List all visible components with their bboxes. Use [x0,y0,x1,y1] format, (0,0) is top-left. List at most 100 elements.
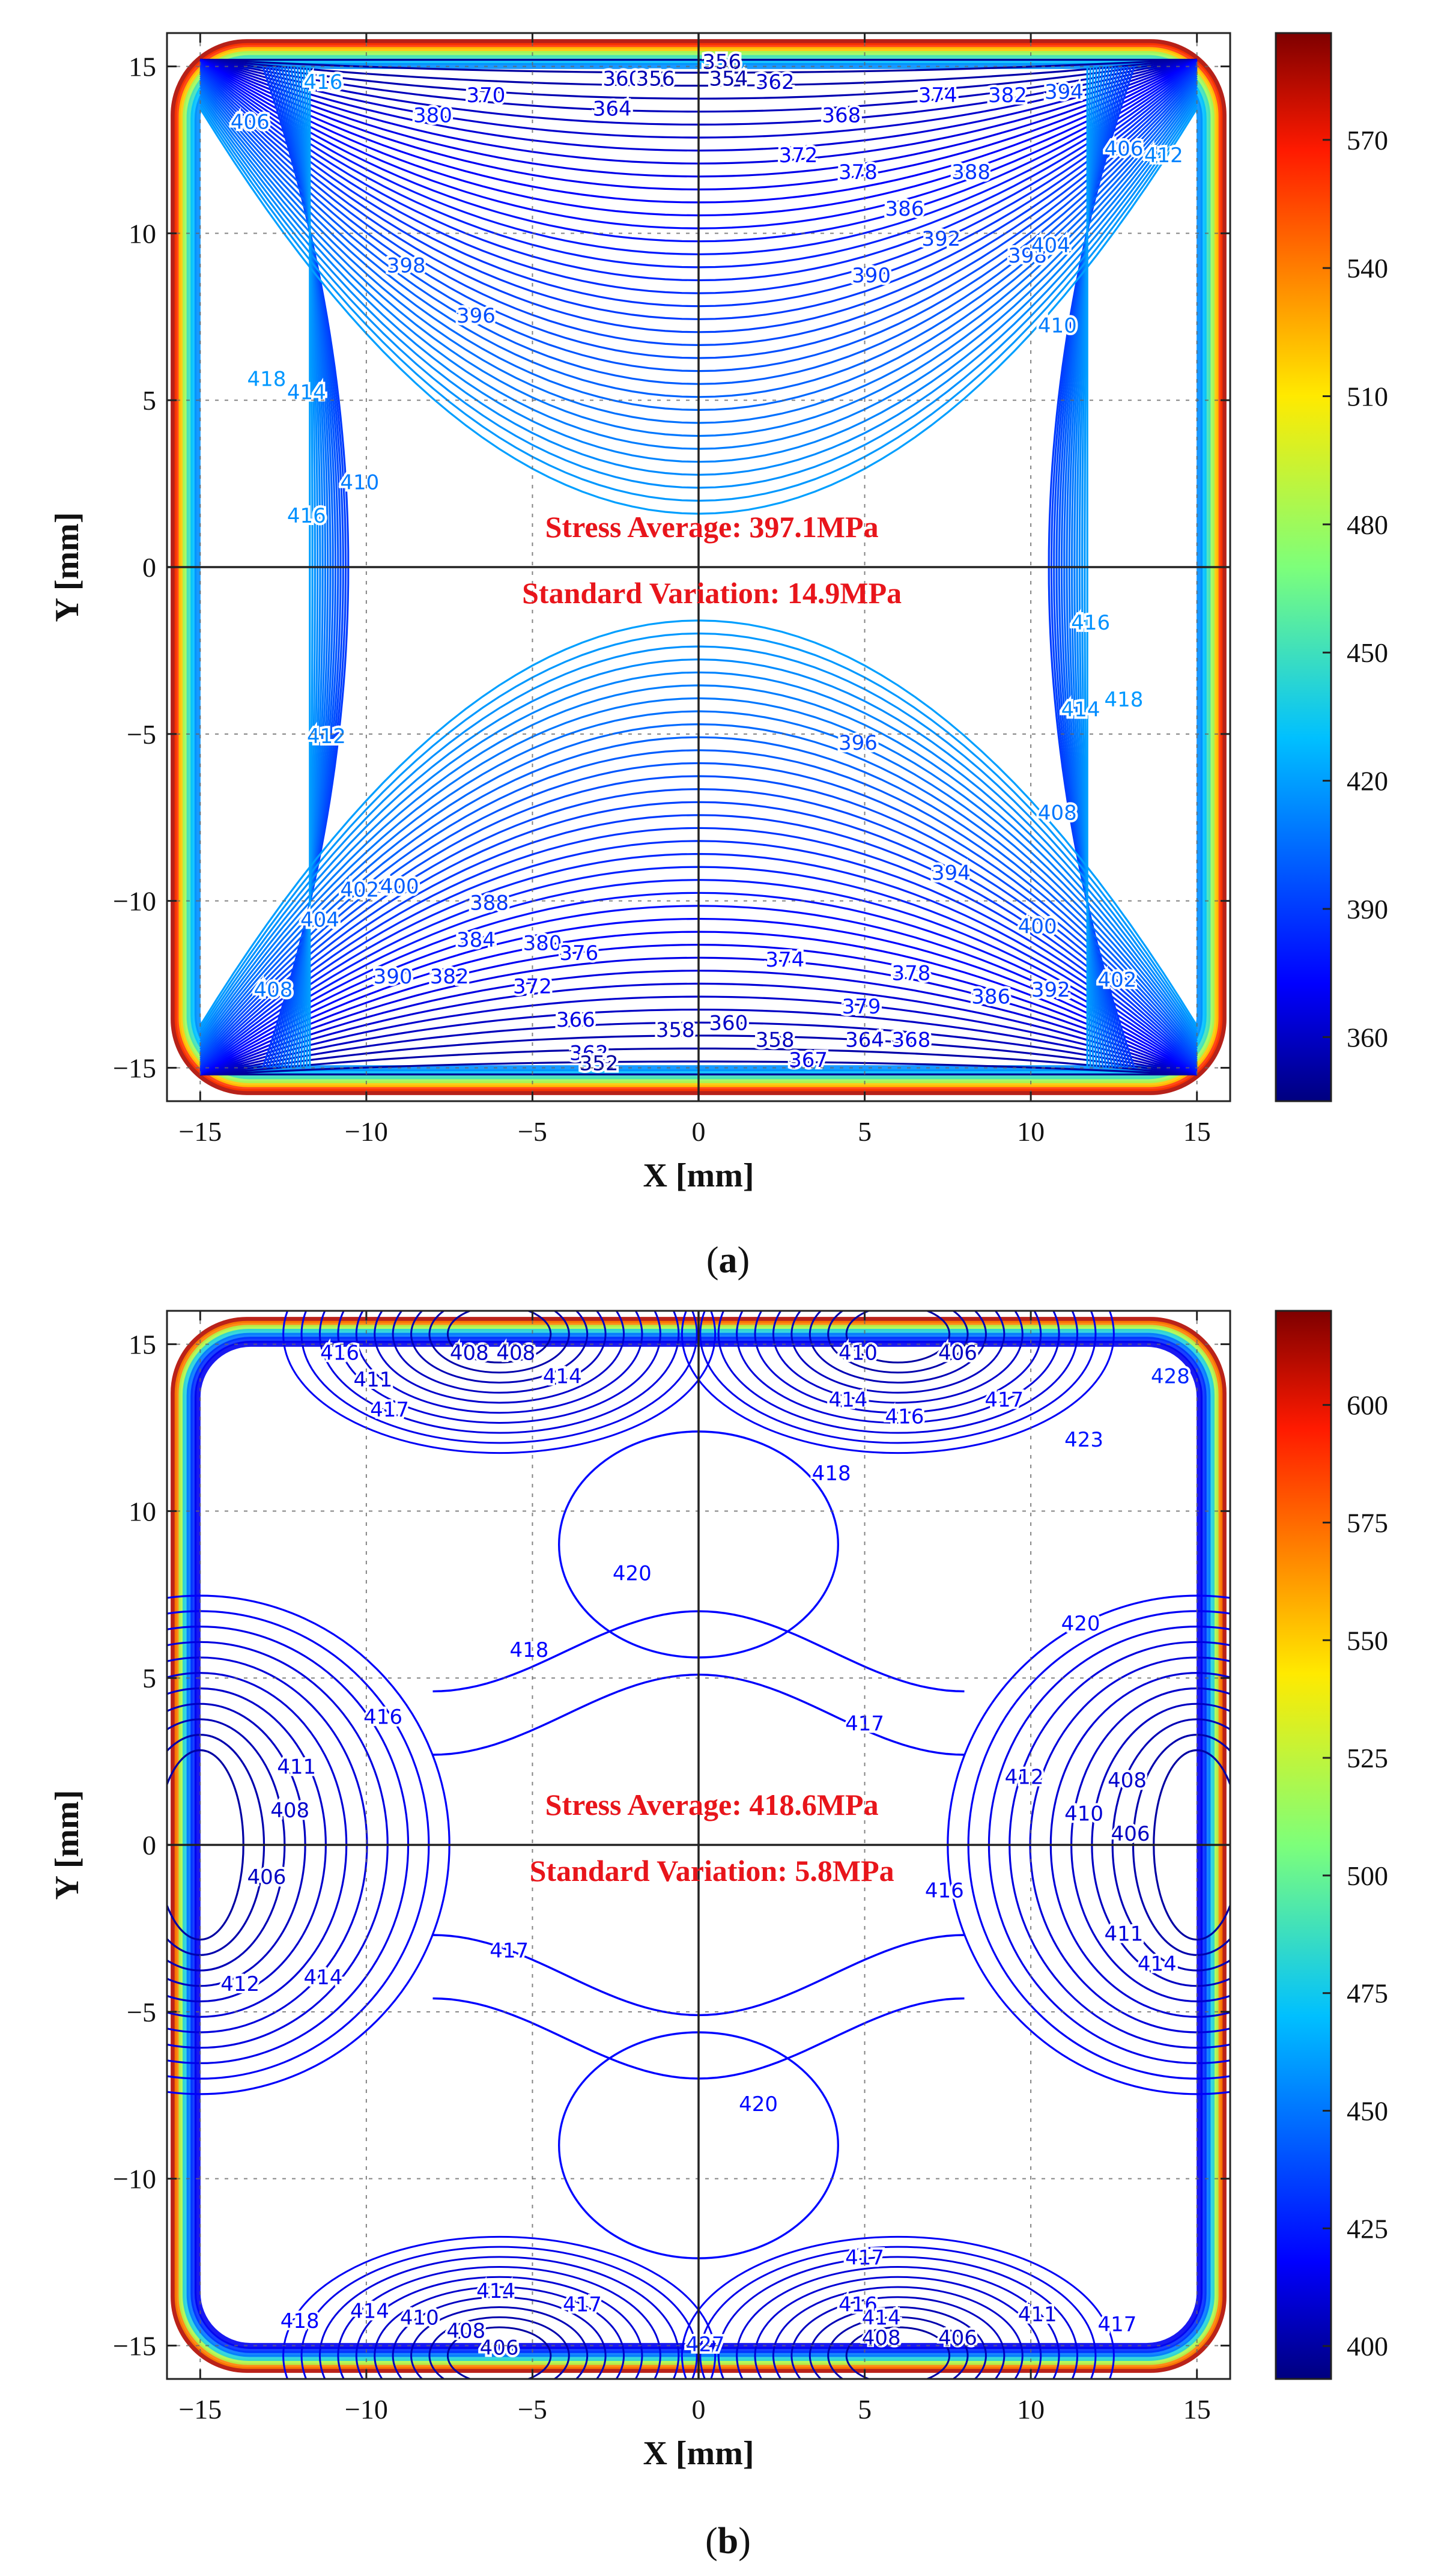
contour-label: 392 [1031,978,1070,1002]
contour-label: 408 [254,978,293,1002]
colorbar-tick-label: 425 [1347,2213,1388,2244]
contour-label: 408 [862,2326,901,2350]
contour-line [772,2286,1024,2379]
contour-label: 358 [656,1018,695,1042]
contour-label: 398 [387,254,426,278]
contour-label: 376 [559,941,598,965]
y-tick-label: 15 [129,1329,156,1360]
contour-label: 390 [374,965,413,989]
contour-label: 356 [636,67,675,91]
contour-label: 368 [822,103,861,127]
contour-label: 418 [509,1638,548,1662]
colorbar-tick-label: 600 [1347,1390,1388,1421]
contour-line [355,1311,643,1414]
contour-label: 406 [938,2326,977,2350]
x-tick-label: −10 [345,1116,388,1147]
contour-label: 420 [739,2092,778,2116]
contour-label: 414 [1138,1952,1177,1976]
y-tick-label: −5 [127,1997,156,2028]
contour-label: 416 [1071,611,1110,635]
contour-label: 420 [613,1561,652,1585]
contour-line [319,2256,680,2379]
contour-line [754,1311,1042,1414]
x-tick-label: 0 [692,1116,706,1147]
contour-line [300,2246,698,2379]
contour-label: 414 [828,1388,867,1412]
y-tick-label: 0 [142,1830,156,1861]
contour-label: 384 [457,928,496,952]
contour-line [446,1311,552,1364]
contour-label: 374 [918,84,957,108]
contour-label: 352 [580,1051,619,1075]
x-axis-label: X [mm] [643,2435,754,2472]
y-tick-label: 5 [142,1663,156,1694]
contour-label: 396 [839,731,878,755]
standard-variation-annotation: Standard Variation: 5.8MPa [530,1854,894,1888]
x-tick-label: 15 [1183,1116,1211,1147]
contour-label: 416 [839,2292,878,2316]
contour-line [428,2316,570,2379]
contour-label: 402 [340,878,379,902]
contour-label: 364 [593,97,632,121]
colorbar: 360 390 420 450 480 510 540 570 [1275,32,1388,1102]
contour-line [790,1311,1006,1394]
x-tick-label: −15 [178,2394,222,2425]
contour-label: 360 [602,67,642,91]
contour-label: 374 [765,948,804,972]
colorbar-gradient [1275,32,1332,1102]
contour-label: 416 [885,1405,924,1429]
contour-label: 417 [1097,2313,1136,2337]
contour-line [681,2235,1115,2379]
contour-label: 406 [938,1341,977,1365]
contour-label: 382 [988,84,1027,108]
contour-line [319,1311,680,1434]
contour-label: 416 [363,1705,402,1729]
contour-label: 408 [1108,1769,1147,1793]
contour-label: 398 [1008,244,1047,268]
colorbar-tick-label: 575 [1347,1507,1388,1538]
contour-line [282,2235,717,2379]
contour-label: 390 [852,264,891,288]
colorbar-tick-label: 450 [1347,2096,1388,2127]
contour-line [374,2286,625,2379]
contour-line [300,1311,698,1444]
contour-label: 412 [1144,144,1183,168]
contour-line [355,2276,643,2379]
x-tick-label: −10 [345,2394,388,2425]
contour-label: 414 [304,1966,343,1990]
colorbar-tick-label: 450 [1347,637,1388,668]
y-tick-label: −10 [113,886,156,917]
contour-label: 406 [1105,137,1144,161]
contour-label: 412 [220,1972,259,1996]
contour-label: 388 [951,160,990,184]
contour-label: 370 [467,84,506,108]
contour-label: 411 [353,1368,392,1392]
contour-line [717,2256,1078,2379]
contour-label: 414 [543,1365,582,1389]
contour-label: 408 [450,1341,489,1365]
x-tick-label: −15 [178,1116,222,1147]
panel-label-b: (b) [705,2521,751,2562]
contour-label: 411 [1018,2303,1057,2327]
contour-label: 417 [563,2292,602,2316]
colorbar-gradient [1275,1310,1332,2380]
contour-line [699,1311,1097,1444]
contour-label: 417 [984,1388,1024,1412]
x-tick-label: 10 [1017,1116,1045,1147]
contour-line [681,1311,1115,1454]
contour-line [845,2326,951,2379]
colorbar-tick-label: 480 [1347,509,1388,540]
contour-label: 418 [1105,688,1144,712]
contour-label: 427 [686,2333,725,2357]
contour-label: 386 [971,985,1010,1009]
contour-label: 417 [490,1939,529,1963]
contour-label: 406 [480,2336,519,2360]
contour-label: 378 [892,961,931,985]
contour-line [754,2276,1042,2379]
standard-variation-annotation: Standard Variation: 14.9MPa [522,576,902,610]
colorbar-tick-label: 525 [1347,1743,1388,1773]
contour-label: 414 [476,2279,515,2303]
y-tick-label: 10 [129,1496,156,1526]
contour-label: 408 [1038,801,1077,825]
